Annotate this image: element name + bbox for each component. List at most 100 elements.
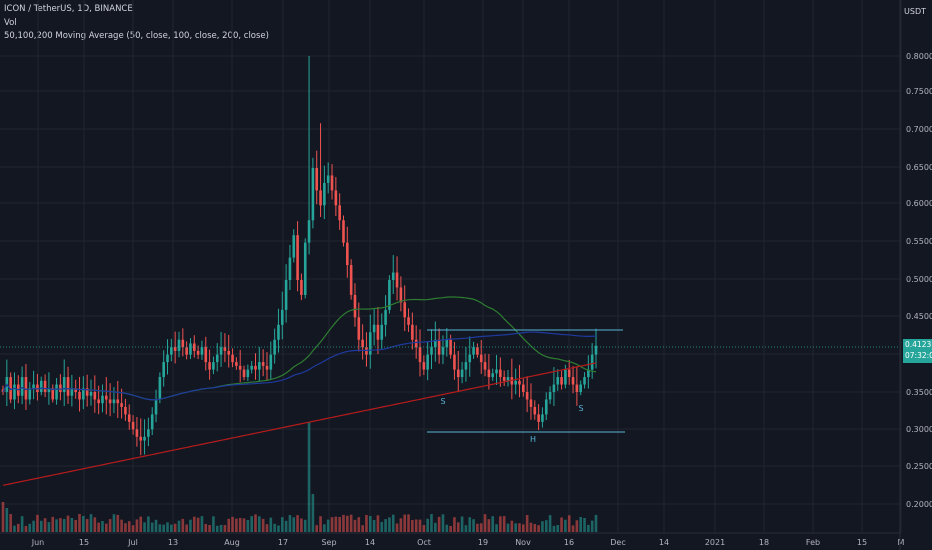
volume-bar bbox=[403, 514, 407, 532]
volume-bar bbox=[59, 518, 62, 532]
volume-bar bbox=[522, 524, 525, 532]
volume-bar bbox=[147, 516, 150, 532]
x-tick-label: 14 bbox=[659, 538, 669, 547]
volume-bar bbox=[411, 519, 414, 532]
volume-bar bbox=[430, 514, 433, 532]
candle-body bbox=[594, 345, 598, 355]
candle-body bbox=[399, 287, 403, 303]
candle-body bbox=[212, 362, 215, 370]
volume-bar bbox=[89, 514, 93, 532]
candle-body bbox=[579, 384, 582, 392]
candle-body bbox=[346, 242, 349, 266]
candle-body bbox=[583, 377, 586, 385]
volume-bar bbox=[55, 519, 58, 532]
candle-body bbox=[59, 384, 62, 392]
candle-body bbox=[24, 377, 28, 400]
candle-body bbox=[388, 280, 391, 310]
volume-bar bbox=[303, 519, 307, 532]
volume-bar bbox=[449, 525, 452, 532]
volume-bar bbox=[514, 523, 517, 532]
ma-indicator-label[interactable]: 50,100,200 Moving Average (50, close, 10… bbox=[4, 31, 269, 41]
volume-bar bbox=[181, 518, 185, 532]
volume-bar bbox=[468, 517, 472, 532]
candle-body bbox=[590, 354, 594, 370]
volume-bar bbox=[548, 515, 552, 532]
x-tick-label: Dec bbox=[610, 538, 625, 547]
candle-body bbox=[502, 377, 506, 381]
bar-countdown: 07:32:06 bbox=[905, 351, 932, 360]
volume-bar bbox=[288, 515, 292, 532]
volume-bar bbox=[231, 516, 234, 532]
volume-bar bbox=[112, 514, 116, 532]
last-price-value: 0.4123 bbox=[905, 340, 932, 349]
volume-bar bbox=[575, 520, 579, 532]
volume-bar bbox=[590, 520, 594, 532]
candle-body bbox=[476, 347, 479, 355]
candle-body bbox=[147, 429, 150, 437]
volume-bar bbox=[131, 525, 135, 532]
symbol-title[interactable]: ICON / TetherUS, 1D, BINANCE bbox=[4, 4, 133, 14]
candle-body bbox=[181, 339, 185, 348]
volume-bar bbox=[43, 518, 47, 532]
candle-body bbox=[89, 392, 93, 396]
y-tick-label: 0.3500 bbox=[906, 388, 932, 397]
volume-bar bbox=[407, 514, 410, 532]
volume-bar bbox=[246, 520, 250, 532]
candle-body bbox=[135, 429, 139, 437]
volume-bar bbox=[219, 524, 223, 532]
y-tick-label: 0.3000 bbox=[906, 425, 932, 434]
candle-body bbox=[85, 388, 89, 396]
volume-bar bbox=[143, 522, 146, 532]
candle-body bbox=[468, 354, 472, 363]
volume-bar bbox=[51, 516, 55, 532]
volume-bar bbox=[150, 522, 154, 532]
candle-body bbox=[277, 324, 280, 340]
volume-bar bbox=[587, 524, 590, 532]
candle-body bbox=[525, 392, 529, 400]
candle-body bbox=[342, 220, 345, 243]
volume-bar bbox=[204, 523, 208, 532]
candle-body bbox=[380, 324, 384, 340]
candle-body bbox=[430, 347, 433, 355]
volume-bar bbox=[173, 523, 177, 532]
candle-body bbox=[376, 324, 380, 340]
candle-body bbox=[560, 377, 563, 385]
volume-bar bbox=[284, 520, 288, 532]
x-tick-label: Feb bbox=[806, 538, 820, 547]
volume-bar bbox=[414, 519, 418, 532]
volume-bar bbox=[158, 524, 162, 532]
volume-bar bbox=[422, 524, 426, 532]
volume-bar bbox=[491, 516, 495, 532]
volume-bar bbox=[36, 514, 39, 532]
candle-body bbox=[78, 392, 81, 400]
volume-bar bbox=[334, 516, 338, 532]
volume-bar bbox=[349, 514, 353, 532]
volume-bar bbox=[552, 525, 556, 532]
volume-bar bbox=[127, 521, 131, 532]
volume-bar bbox=[368, 515, 372, 532]
volume-bar bbox=[541, 521, 544, 532]
volume-bar bbox=[250, 516, 253, 532]
volume-bar bbox=[583, 517, 586, 532]
candle-body bbox=[62, 377, 66, 392]
candle-body bbox=[101, 395, 104, 404]
candle-body bbox=[315, 168, 319, 191]
candle-body bbox=[426, 354, 429, 370]
volume-bar bbox=[261, 518, 265, 532]
candle-body bbox=[162, 362, 165, 378]
candle-body bbox=[127, 414, 131, 422]
vol-indicator-label[interactable]: Vol bbox=[4, 18, 17, 28]
volume-bar bbox=[242, 518, 246, 532]
candle-body bbox=[544, 399, 548, 415]
x-tick-label: 13 bbox=[168, 538, 178, 547]
currency-label: USDT bbox=[904, 7, 926, 16]
candle-body bbox=[495, 369, 498, 374]
volume-bar bbox=[200, 516, 204, 532]
volume-bar bbox=[564, 519, 567, 532]
candle-body bbox=[265, 365, 269, 370]
volume-bar bbox=[361, 525, 364, 532]
candle-body bbox=[564, 369, 567, 385]
volume-bar bbox=[437, 516, 441, 532]
volume-bar bbox=[346, 515, 349, 532]
